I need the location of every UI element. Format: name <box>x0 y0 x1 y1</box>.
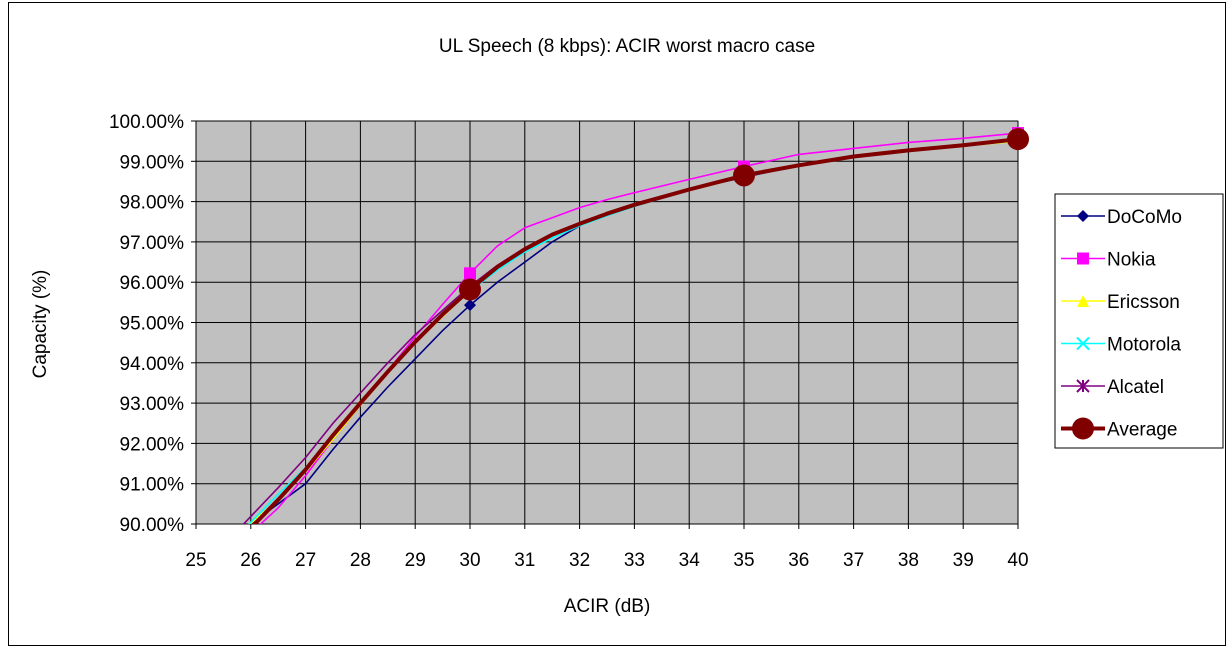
x-tick-label: 33 <box>624 550 645 571</box>
x-tick-label: 40 <box>1007 550 1028 571</box>
legend-label-docomo: DoCoMo <box>1107 207 1182 228</box>
x-tick-label: 32 <box>569 550 590 571</box>
y-tick-label: 98.00% <box>120 193 185 214</box>
legend-label-ericsson: Ericsson <box>1107 292 1180 313</box>
chart-title: UL Speech (8 kbps): ACIR worst macro cas… <box>439 36 815 57</box>
y-tick-label: 100.00% <box>109 112 184 133</box>
x-tick-label: 34 <box>679 550 701 571</box>
legend-label-nokia: Nokia <box>1107 250 1156 271</box>
y-tick-label: 92.00% <box>120 434 185 455</box>
series-layer <box>242 132 1018 524</box>
y-tick-label: 97.00% <box>120 233 185 254</box>
y-tick-label: 90.00% <box>120 515 185 536</box>
x-tick-label: 38 <box>898 550 919 571</box>
y-tick-label: 94.00% <box>120 354 185 375</box>
legend-box <box>1054 193 1224 449</box>
legend-marker-motorola <box>1076 336 1090 351</box>
legend-label-alcatel: Alcatel <box>1107 377 1164 398</box>
x-axis-title: ACIR (dB) <box>564 596 651 617</box>
x-tick-label: 30 <box>459 550 480 571</box>
legend-marker-nokia <box>1077 252 1089 265</box>
x-tick-label: 31 <box>514 550 535 571</box>
legend-label-motorola: Motorola <box>1107 335 1181 356</box>
legend-label-average: Average <box>1107 420 1177 441</box>
y-tick-label: 91.00% <box>120 475 185 496</box>
y-tick-label: 99.00% <box>120 152 185 173</box>
y-tick-label: 95.00% <box>120 314 185 335</box>
x-tick-label: 26 <box>240 550 261 571</box>
x-tick-label: 27 <box>295 550 316 571</box>
marker-average <box>459 278 481 301</box>
x-tick-label: 35 <box>733 550 754 571</box>
marker-average <box>1007 128 1029 151</box>
marker-layer <box>459 127 1029 312</box>
y-axis-title: Capacity (%) <box>30 270 51 379</box>
y-tick-label: 93.00% <box>120 394 185 415</box>
y-tick-label: 96.00% <box>120 273 185 294</box>
legend: DoCoMo Nokia Ericsson Motorola Alcatel Averag… <box>1054 193 1224 449</box>
x-tick-label: 29 <box>405 550 426 571</box>
marker-docomo <box>464 299 476 312</box>
x-tick-label: 39 <box>953 550 974 571</box>
x-tick-label: 36 <box>788 550 809 571</box>
series-line-average <box>251 137 1018 524</box>
legend-marker-ericsson <box>1077 295 1089 307</box>
legend-marker-alcatel <box>1076 379 1090 393</box>
x-tick-label: 28 <box>350 550 371 571</box>
plot-area: 25 26 27 28 29 30 31 32 33 34 35 36 37 38 39 40 90.00% 91… <box>109 112 1029 571</box>
marker-nokia <box>464 267 476 280</box>
x-tick-label: 37 <box>843 550 864 571</box>
x-tick-label: 25 <box>185 550 206 571</box>
legend-marker-docomo <box>1077 210 1089 222</box>
legend-marker-average <box>1072 417 1094 440</box>
marker-average <box>733 164 755 187</box>
